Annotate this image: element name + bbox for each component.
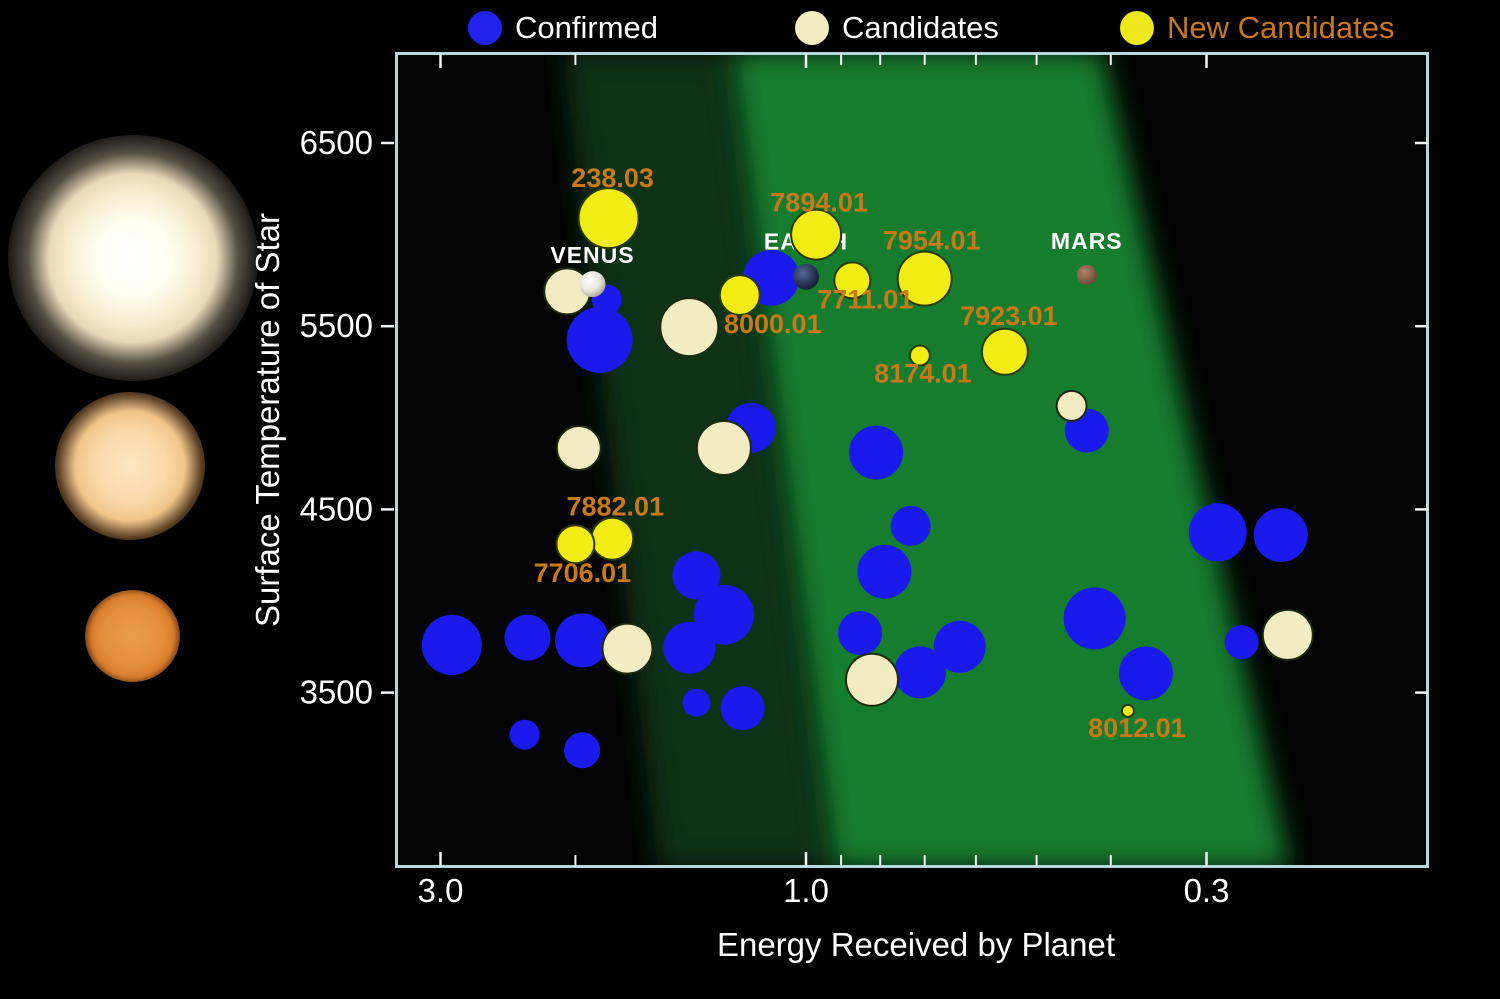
mars-marker [1076, 264, 1097, 285]
confirmed-point [693, 584, 754, 645]
confirmed-point [849, 425, 904, 480]
planet-id-label: 7882.01 [566, 492, 664, 522]
y-axis-title: Surface Temperature of Star [249, 213, 286, 627]
planet-id-label: 7711.01 [817, 284, 913, 314]
new-candidates-point [1120, 703, 1135, 718]
plot-area: 3.01.00.36500550045003500VENUSEARTHMARS2… [300, 52, 1429, 909]
candidates-point [659, 297, 720, 358]
confirmed-point [857, 544, 912, 599]
candidates-point [695, 420, 752, 476]
confirmed-swatch-icon [468, 11, 502, 45]
confirmed-point [1253, 508, 1308, 562]
scatter-chart: 3.01.00.36500550045003500VENUSEARTHMARS2… [300, 52, 1429, 909]
new-candidates-point [590, 516, 635, 561]
legend-label: New Candidates [1167, 10, 1395, 45]
planet-id-label: 7894.01 [770, 188, 868, 218]
y-tick-label: 3500 [300, 674, 373, 711]
planet-id-label: 8012.01 [1088, 713, 1186, 743]
candidates-point [1055, 389, 1088, 422]
x-tick-label: 0.3 [1184, 872, 1230, 909]
confirmed-point [838, 611, 883, 656]
series-candidates [543, 267, 1314, 707]
confirmed-point [504, 614, 551, 661]
new-candidates-point [896, 250, 953, 307]
confirmed-point [893, 646, 946, 699]
planet-id-label: 8000.01 [724, 309, 822, 339]
candidates-point [845, 652, 899, 707]
habitable-zone-inner-band [563, 54, 832, 866]
y-tick-label: 5500 [300, 307, 373, 344]
x-axis-title: Energy Received by Planet [716, 926, 1116, 963]
earth-marker [793, 263, 819, 290]
plot-frame [395, 52, 1429, 868]
confirmed-point [890, 505, 931, 546]
candidates-swatch-icon [795, 11, 829, 45]
planet-id-label: 8174.01 [874, 359, 972, 389]
legend-item-confirmed: Confirmed [468, 9, 658, 47]
confirmed-point [1063, 587, 1126, 650]
legend-item-candidates: Candidates [795, 9, 999, 47]
mid-star-icon [55, 392, 205, 540]
confirmed-point [564, 732, 601, 769]
venus-marker [579, 271, 606, 298]
new-candidates-point [980, 327, 1029, 376]
x-tick-label: 3.0 [418, 872, 464, 909]
planet-id-label: 238.03 [571, 163, 654, 193]
candidates-point [1261, 608, 1314, 661]
confirmed-point [555, 613, 610, 668]
new-candidates-point [908, 344, 931, 367]
confirmed-point [1188, 503, 1247, 562]
planet-id-label: 7954.01 [883, 226, 981, 256]
hot-star-icon [8, 135, 258, 381]
confirmed-point [663, 621, 716, 674]
confirmed-point [1118, 646, 1173, 701]
confirmed-point [933, 620, 986, 673]
planet-id-label: 7923.01 [960, 301, 1058, 331]
confirmed-point [421, 615, 482, 675]
cool-star-icon [85, 590, 180, 682]
y-tick-label: 4500 [300, 490, 373, 527]
confirmed-point [682, 688, 711, 717]
confirmed-point [509, 719, 540, 750]
mars-label: MARS [1051, 228, 1123, 254]
new-candidates-point [718, 274, 761, 317]
x-tick-label: 1.0 [783, 872, 829, 909]
new-candidates-point [577, 187, 640, 250]
candidates-point [555, 425, 602, 471]
y-tick-label: 6500 [300, 124, 373, 161]
legend-label: Confirmed [515, 10, 658, 45]
confirmed-point [1224, 625, 1259, 660]
planet-id-label: 7706.01 [534, 558, 632, 588]
confirmed-point [672, 551, 721, 600]
legend-item-new-candidates: New Candidates [1120, 9, 1394, 47]
confirmed-point [720, 686, 765, 731]
confirmed-point [566, 306, 633, 373]
new-candidates-point [555, 524, 596, 565]
new-candidates-swatch-icon [1120, 11, 1154, 45]
new-candidates-point [790, 208, 843, 261]
legend-label: Candidates [842, 10, 999, 45]
series-new-candidates [555, 187, 1135, 718]
new-candidates-point [833, 261, 872, 300]
series-confirmed [421, 249, 1308, 769]
candidates-point [601, 622, 654, 675]
